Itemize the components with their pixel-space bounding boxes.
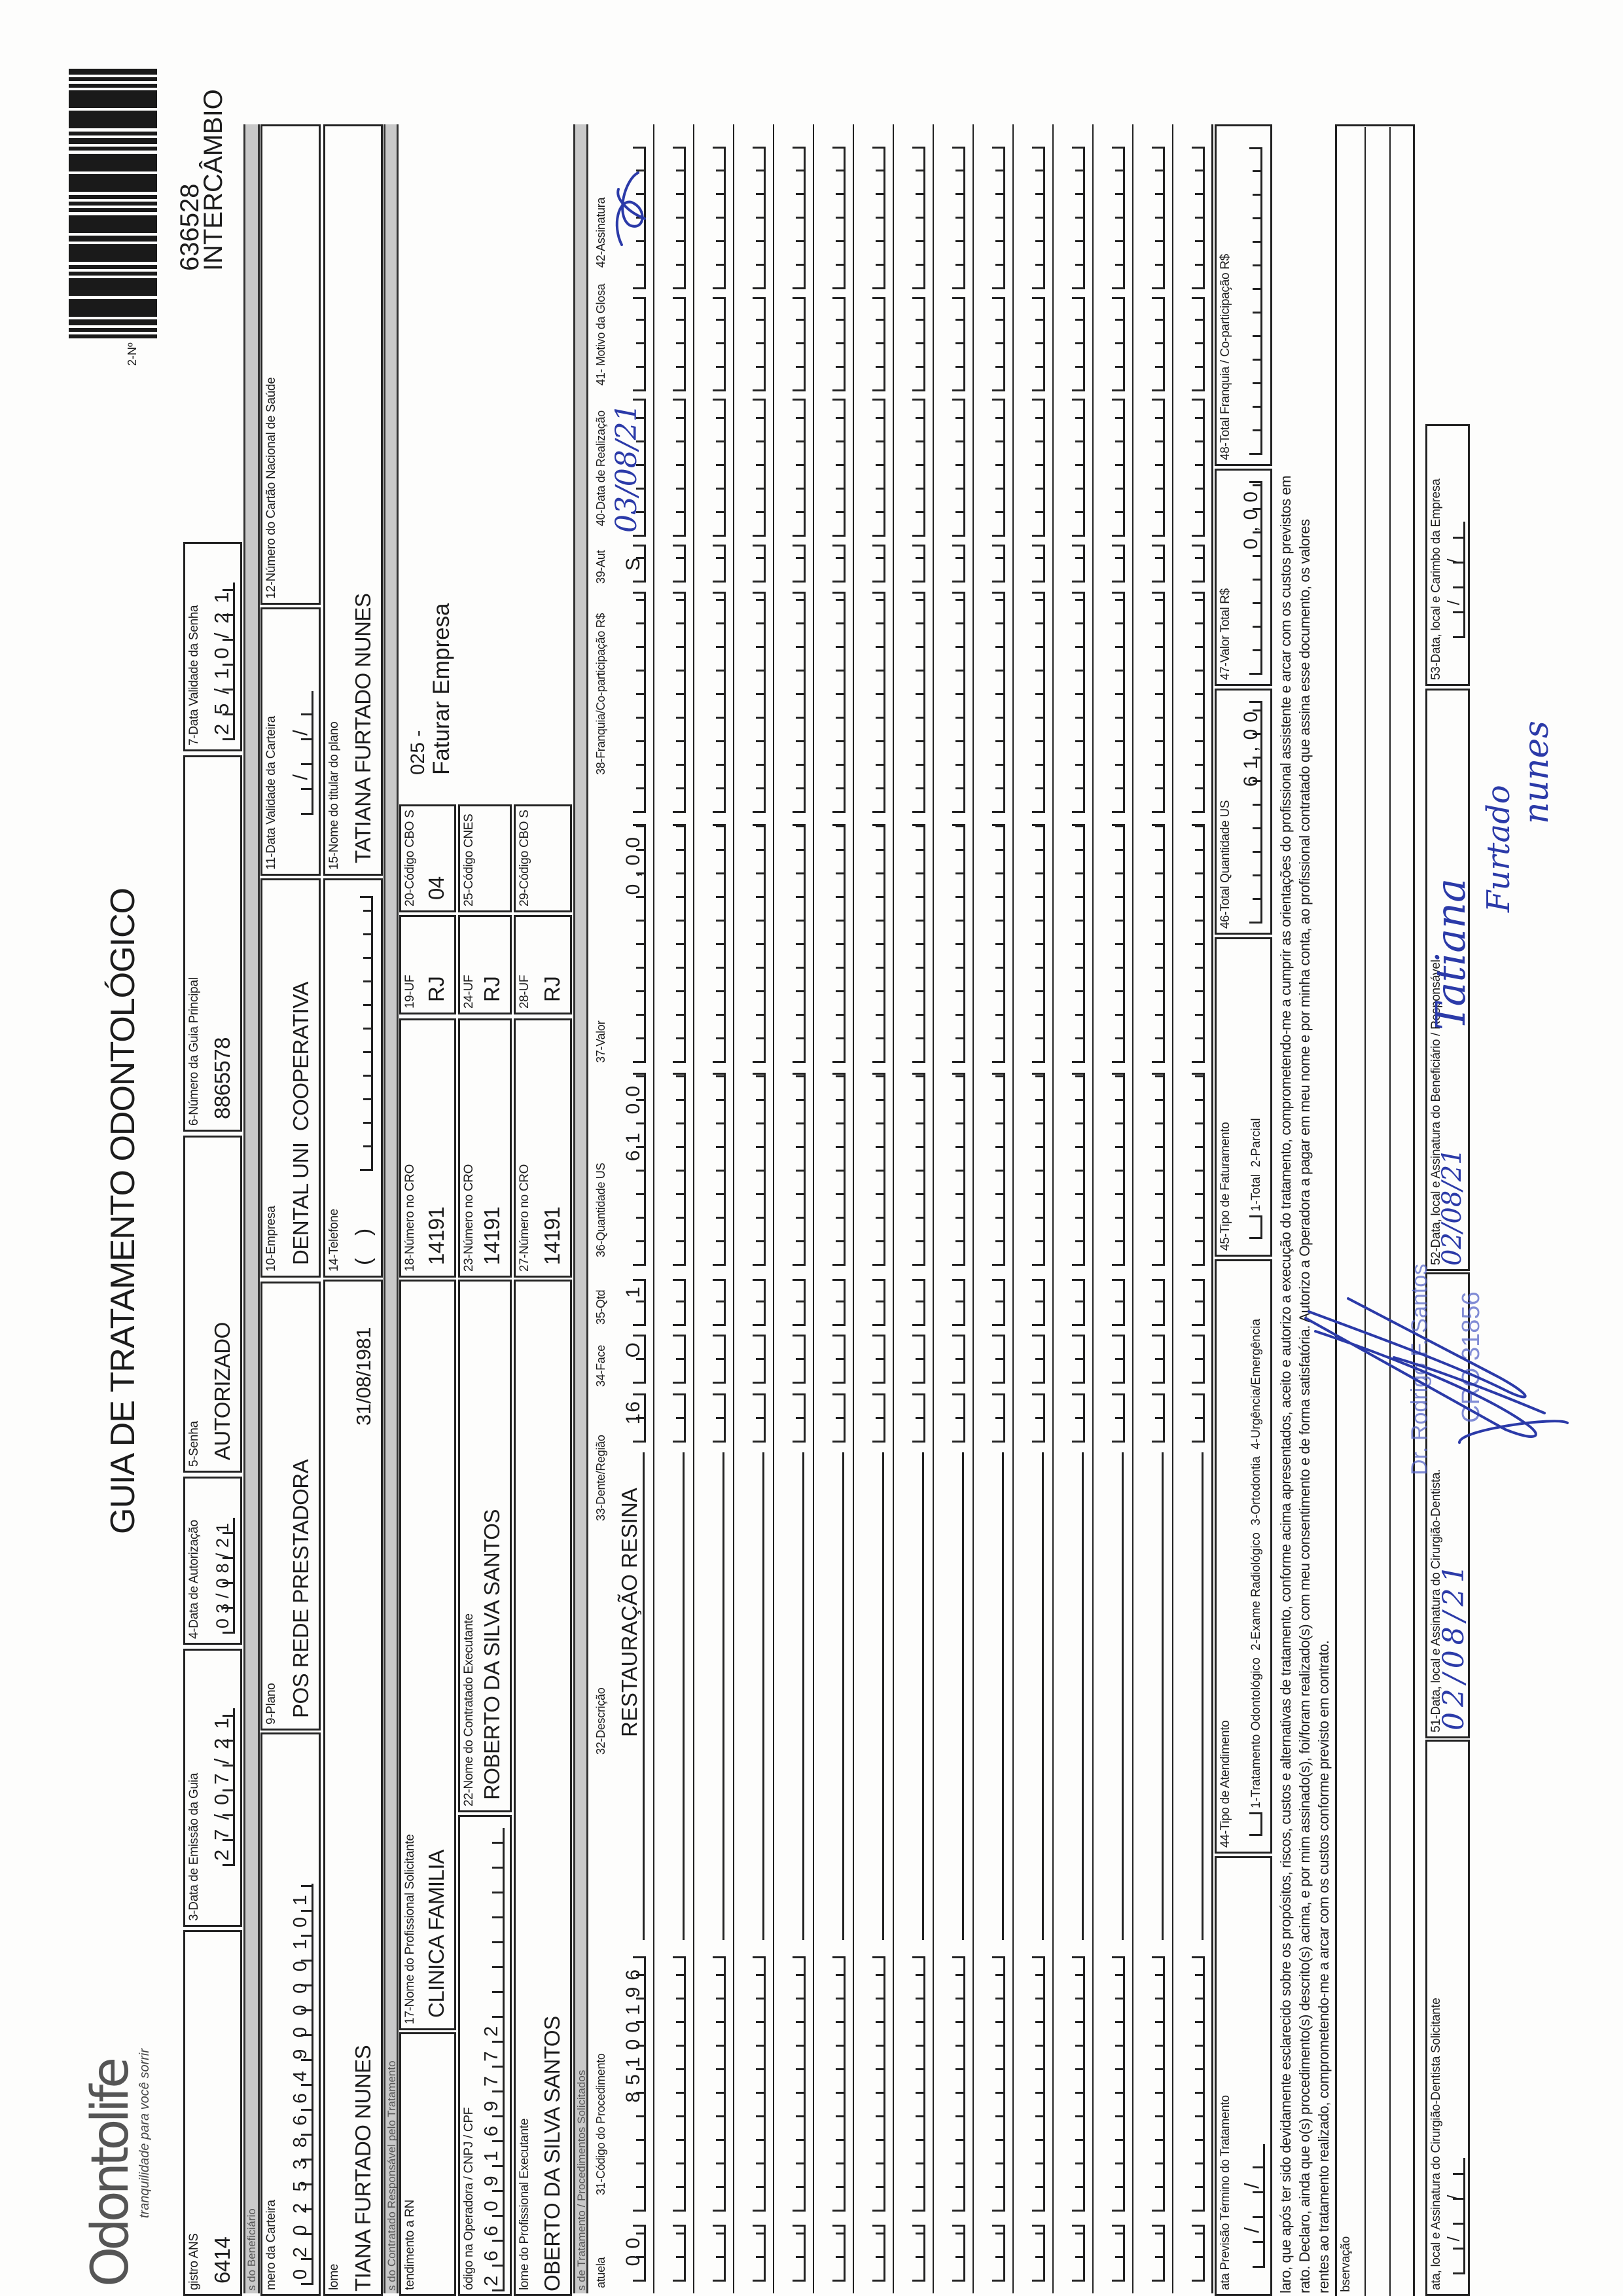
initials-stroke: [615, 171, 644, 246]
signature-stroke: [1304, 1317, 1537, 1438]
signature-stroke: [1308, 1297, 1527, 1399]
signature-stroke: [1393, 1356, 1546, 1414]
initials-stroke: [616, 188, 646, 220]
signature-stroke: [1458, 1420, 1569, 1444]
